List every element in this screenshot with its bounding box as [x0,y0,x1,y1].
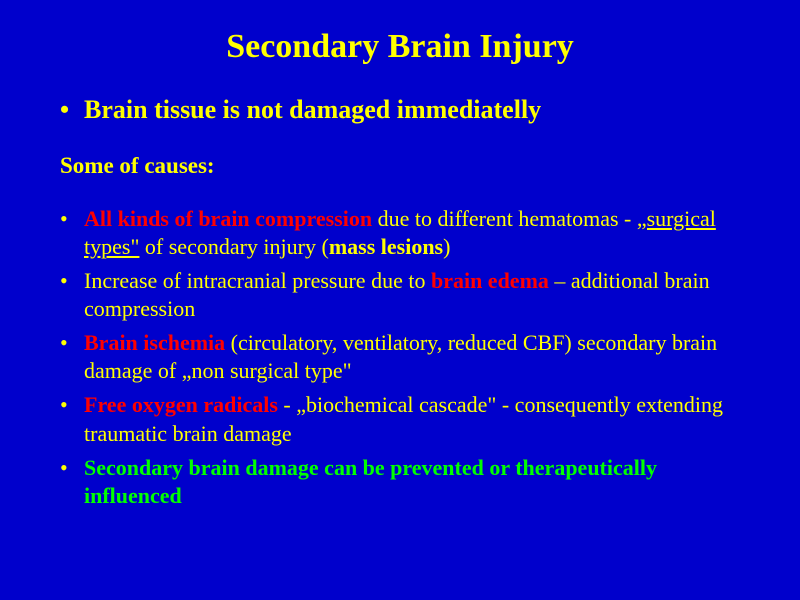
bullet-segment: of secondary injury ( [139,234,328,259]
bullet-item: Increase of intracranial pressure due to… [60,267,740,323]
lead-list: Brain tissue is not damaged immediatelly [60,94,740,127]
bullet-segment: All kinds of brain compression [84,206,372,231]
bullet-segment: mass lesions [329,234,443,259]
bullet-segment: ) [443,234,450,259]
bullet-item: Free oxygen radicals - „biochemical casc… [60,391,740,447]
bullet-segment: Brain ischemia [84,330,225,355]
bullet-segment: Increase of intracranial pressure due to [84,268,431,293]
slide: Secondary Brain Injury Brain tissue is n… [0,0,800,600]
bullet-item: All kinds of brain compression due to di… [60,205,740,261]
bullet-segment: due to different hematomas - [372,206,637,231]
slide-title: Secondary Brain Injury [60,28,740,66]
bullet-segment: brain edema [431,268,549,293]
bullet-segment: Free oxygen radicals [84,392,278,417]
bullet-list: All kinds of brain compression due to di… [60,205,740,511]
bullet-segment: Secondary brain damage can be prevented … [84,455,657,508]
bullet-item: Secondary brain damage can be prevented … [60,454,740,510]
subheading: Some of causes: [60,153,740,179]
lead-bullet: Brain tissue is not damaged immediatelly [60,94,740,127]
bullet-item: Brain ischemia (circulatory, ventilatory… [60,329,740,385]
